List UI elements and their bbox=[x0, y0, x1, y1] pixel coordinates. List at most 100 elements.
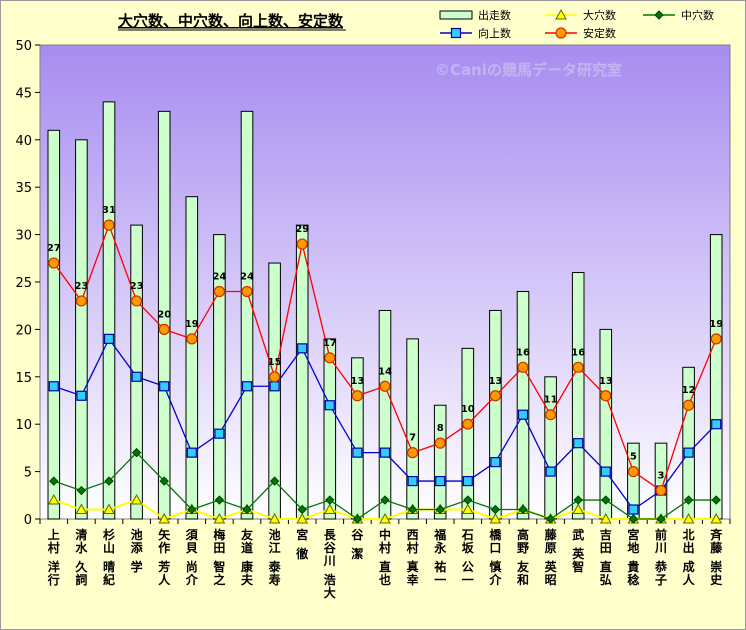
point-marker bbox=[75, 503, 88, 515]
point-marker bbox=[545, 514, 556, 524]
point-marker bbox=[242, 504, 252, 515]
point-marker bbox=[379, 447, 391, 458]
bar bbox=[378, 309, 392, 520]
data-label: 23 bbox=[130, 281, 144, 292]
data-label: 29 bbox=[295, 224, 309, 235]
point-marker bbox=[48, 257, 60, 269]
data-label: 12 bbox=[682, 385, 696, 396]
point-marker bbox=[573, 495, 583, 505]
legend-label: 安定数 bbox=[583, 26, 616, 40]
category-label: 須貝 尚介 bbox=[185, 528, 199, 587]
bar bbox=[571, 272, 585, 520]
category-label: 上村 洋行 bbox=[47, 527, 60, 587]
point-marker bbox=[711, 495, 721, 505]
data-label: 24 bbox=[212, 271, 226, 282]
bars bbox=[47, 101, 723, 520]
bar bbox=[516, 290, 530, 520]
category-label: 中村 直也 bbox=[379, 527, 391, 587]
point-marker bbox=[407, 475, 418, 487]
point-marker bbox=[103, 503, 115, 515]
point-marker bbox=[159, 381, 170, 392]
point-marker bbox=[351, 390, 363, 402]
category-label: 武 英智 bbox=[571, 527, 585, 574]
point-marker bbox=[379, 512, 391, 524]
point-marker bbox=[268, 512, 281, 524]
y-tick-label: 10 bbox=[15, 418, 32, 433]
category-label: 吉田 直弘 bbox=[600, 527, 612, 587]
point-marker bbox=[572, 503, 585, 515]
category-label: 梅田 智之 bbox=[212, 527, 225, 587]
point-marker bbox=[710, 333, 722, 345]
point-marker bbox=[158, 512, 171, 524]
legend-item: 中穴数 bbox=[643, 8, 714, 22]
point-marker bbox=[296, 512, 309, 524]
point-marker bbox=[103, 333, 115, 344]
point-marker bbox=[683, 495, 694, 505]
y-tick-label: 40 bbox=[15, 134, 32, 149]
data-label: 10 bbox=[461, 404, 475, 415]
bar bbox=[295, 224, 309, 520]
data-label: 3 bbox=[658, 471, 665, 482]
point-marker bbox=[214, 495, 225, 505]
point-marker bbox=[269, 476, 280, 486]
data-label: 16 bbox=[571, 347, 585, 358]
data-label: 19 bbox=[709, 319, 723, 330]
series-lines bbox=[47, 219, 723, 524]
point-marker bbox=[241, 285, 253, 298]
data-label: 27 bbox=[47, 243, 61, 254]
point-marker bbox=[710, 512, 723, 524]
data-labels: 27 23 31 23 20 19 24 24 15 29 17 13 14 7 8 10 13 16 11 16 13… bbox=[47, 205, 723, 481]
point-marker bbox=[517, 409, 529, 420]
category-label: 斉藤 崇史 bbox=[709, 527, 723, 587]
point-marker bbox=[323, 503, 336, 515]
category-label: 友道 康夫 bbox=[240, 527, 254, 587]
point-marker bbox=[241, 381, 253, 392]
point-marker bbox=[324, 400, 335, 411]
data-label: 8 bbox=[437, 423, 444, 434]
point-marker bbox=[186, 447, 197, 458]
category-label: 西村 真幸 bbox=[407, 528, 419, 587]
point-marker bbox=[213, 285, 225, 298]
data-label: 16 bbox=[516, 347, 530, 358]
bar bbox=[75, 139, 88, 520]
legend-item: 出走数 bbox=[439, 8, 511, 22]
point-marker bbox=[435, 504, 445, 515]
point-marker bbox=[600, 466, 611, 477]
legend-item: 安定数 bbox=[545, 26, 616, 40]
category-label: 長谷川 浩大 bbox=[323, 527, 337, 600]
point-marker bbox=[434, 437, 446, 449]
y-tick-label: 45 bbox=[15, 86, 32, 101]
bar bbox=[406, 338, 419, 520]
point-marker bbox=[599, 512, 612, 524]
legend-label: 大穴数 bbox=[583, 8, 616, 22]
y-tick-label: 5 bbox=[24, 466, 32, 481]
point-marker bbox=[656, 514, 666, 524]
legend-item: 向上数 bbox=[440, 26, 511, 40]
category-label: 福永 祐一 bbox=[433, 527, 446, 587]
point-marker bbox=[462, 475, 473, 487]
data-label: 20 bbox=[157, 309, 171, 320]
point-marker bbox=[48, 381, 59, 392]
bar bbox=[323, 338, 337, 520]
point-marker bbox=[573, 438, 584, 449]
point-marker bbox=[324, 352, 336, 364]
bar bbox=[433, 404, 447, 520]
point-marker bbox=[297, 343, 308, 354]
point-marker bbox=[186, 333, 198, 345]
point-marker bbox=[103, 219, 115, 231]
category-label: 北出 成人 bbox=[683, 527, 696, 587]
point-marker bbox=[130, 494, 143, 505]
category-label: 池添 学 bbox=[131, 527, 144, 574]
data-label: 11 bbox=[544, 395, 558, 406]
point-marker bbox=[104, 476, 114, 486]
bar bbox=[47, 129, 61, 520]
y-tick-label: 50 bbox=[15, 39, 32, 54]
category-label: 石坂 公一 bbox=[461, 528, 475, 587]
point-marker bbox=[214, 428, 225, 439]
data-label: 17 bbox=[323, 338, 337, 349]
point-marker bbox=[49, 476, 59, 486]
point-marker bbox=[682, 512, 695, 524]
category-label: 前川 恭子 bbox=[654, 527, 668, 587]
point-marker bbox=[213, 512, 226, 524]
